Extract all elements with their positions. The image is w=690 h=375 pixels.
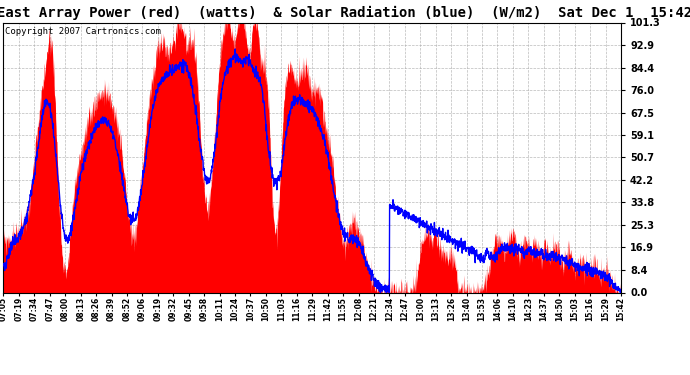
Text: East Array Power (red)  (watts)  & Solar Radiation (blue)  (W/m2)  Sat Dec 1  15: East Array Power (red) (watts) & Solar R…	[0, 6, 690, 20]
Text: Copyright 2007 Cartronics.com: Copyright 2007 Cartronics.com	[6, 27, 161, 36]
